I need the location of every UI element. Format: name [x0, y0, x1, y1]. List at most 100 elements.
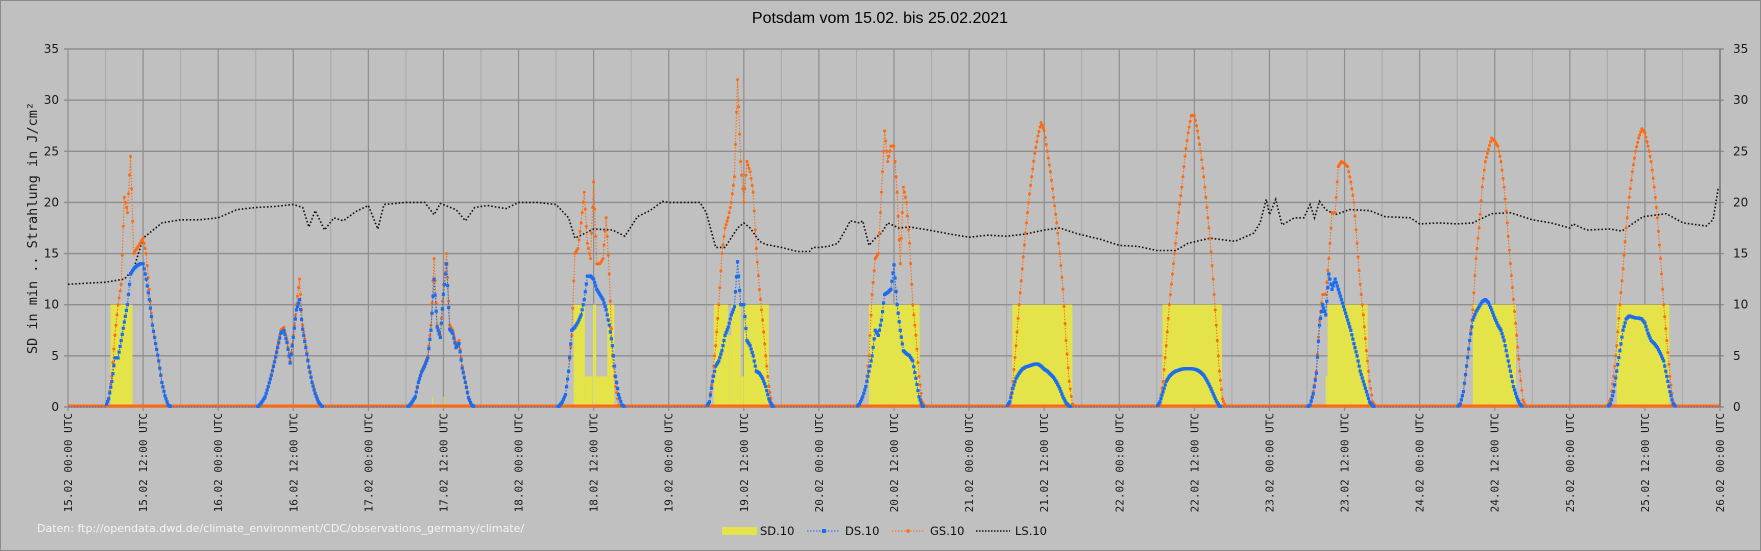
- gs-point: [1348, 175, 1352, 179]
- ds-point: [111, 371, 115, 376]
- ds-point: [1157, 401, 1161, 406]
- gs-point: [1178, 202, 1182, 206]
- gs-point: [298, 277, 302, 281]
- gs-point: [893, 160, 897, 164]
- gs-point: [755, 260, 759, 264]
- ds-series: [68, 260, 1720, 408]
- ds-point: [723, 333, 727, 337]
- ds-point: [282, 328, 286, 332]
- gs-point: [733, 142, 737, 146]
- ds-point: [881, 301, 886, 305]
- y-tick-right: 25: [1733, 144, 1748, 158]
- ds-point: [1497, 325, 1501, 329]
- gs-point: [1206, 216, 1210, 220]
- ds-point: [302, 333, 306, 337]
- ds-point: [1612, 390, 1616, 394]
- ds-point: [1343, 311, 1348, 315]
- gs-point: [1056, 231, 1060, 235]
- ds-point: [107, 397, 111, 401]
- ds-point: [428, 337, 432, 342]
- gs-point: [732, 175, 736, 179]
- gs-point: [716, 316, 720, 320]
- ds-point: [577, 318, 581, 322]
- sd-bar: [740, 376, 744, 407]
- ds-point: [767, 397, 771, 401]
- gs-point: [1522, 400, 1526, 404]
- gs-point: [894, 175, 898, 179]
- gs-point: [759, 298, 763, 302]
- gs-point: [1163, 356, 1167, 360]
- ds-point: [293, 317, 297, 321]
- gs-point: [724, 223, 728, 227]
- gs-point: [1518, 369, 1522, 373]
- gs-point: [898, 262, 902, 266]
- gs-point: [1335, 180, 1339, 184]
- gs-point: [604, 216, 608, 220]
- ds-point: [416, 380, 421, 385]
- gs-point: [1167, 303, 1171, 307]
- ds-point: [1615, 369, 1619, 373]
- ds-point: [265, 388, 269, 392]
- ds-point: [1156, 403, 1160, 407]
- gs-point: [1198, 142, 1202, 146]
- ds-point: [727, 321, 731, 325]
- gs-point: [432, 257, 436, 261]
- sd-bar: [713, 304, 729, 407]
- gs-point: [1479, 199, 1483, 203]
- ds-point: [286, 347, 290, 351]
- gs-point: [1173, 252, 1177, 256]
- gs-point: [126, 192, 130, 196]
- gs-point: [1482, 168, 1486, 172]
- gs-point: [1619, 291, 1623, 295]
- gs-point: [911, 303, 915, 307]
- gs-point: [1046, 156, 1050, 160]
- sd-bar: [1327, 304, 1368, 407]
- ds-point: [869, 359, 873, 363]
- gs-point: [121, 224, 125, 228]
- legend-label-gs: GS.10: [930, 524, 965, 538]
- ds-point: [124, 308, 129, 313]
- gs-point: [1369, 386, 1373, 390]
- gs-point: [1221, 397, 1225, 401]
- x-tick-label: 20.02 12:00 UTC: [888, 413, 901, 512]
- ds-point: [1063, 399, 1067, 403]
- ds-point: [1475, 308, 1479, 312]
- ds-point: [127, 282, 132, 286]
- ds-point: [314, 394, 318, 399]
- ds-point: [894, 289, 898, 294]
- gs-point: [1222, 400, 1226, 404]
- ds-point: [604, 308, 608, 312]
- ds-point: [597, 291, 601, 295]
- ds-point: [117, 350, 121, 354]
- ds-point: [718, 355, 722, 360]
- gs-point: [1360, 303, 1364, 307]
- ds-point: [766, 393, 770, 397]
- ds-point: [1503, 344, 1507, 348]
- gs-point: [122, 195, 126, 199]
- gs-point: [608, 299, 612, 303]
- gs-point: [1501, 177, 1505, 181]
- gs-point: [1326, 269, 1330, 273]
- ds-point: [1662, 359, 1666, 363]
- ds-point: [608, 330, 612, 334]
- ds-point: [1339, 298, 1344, 302]
- ds-point: [295, 304, 300, 309]
- ds-point: [437, 332, 441, 336]
- ds-point: [1328, 277, 1332, 281]
- gs-point: [766, 374, 770, 378]
- sd-bar: [1325, 376, 1328, 407]
- gs-point: [1216, 354, 1220, 358]
- gs-point: [592, 180, 596, 184]
- ds-point: [602, 301, 606, 305]
- gs-point: [737, 105, 741, 109]
- ds-point: [141, 262, 145, 266]
- ds-point: [1056, 382, 1060, 387]
- gs-point: [1174, 241, 1178, 245]
- ds-point: [290, 344, 294, 348]
- ds-point: [418, 374, 423, 378]
- ds-point: [757, 371, 762, 375]
- ds-point: [289, 352, 293, 357]
- ds-point: [733, 290, 738, 294]
- ds-point: [1016, 373, 1020, 377]
- gs-point: [767, 385, 771, 389]
